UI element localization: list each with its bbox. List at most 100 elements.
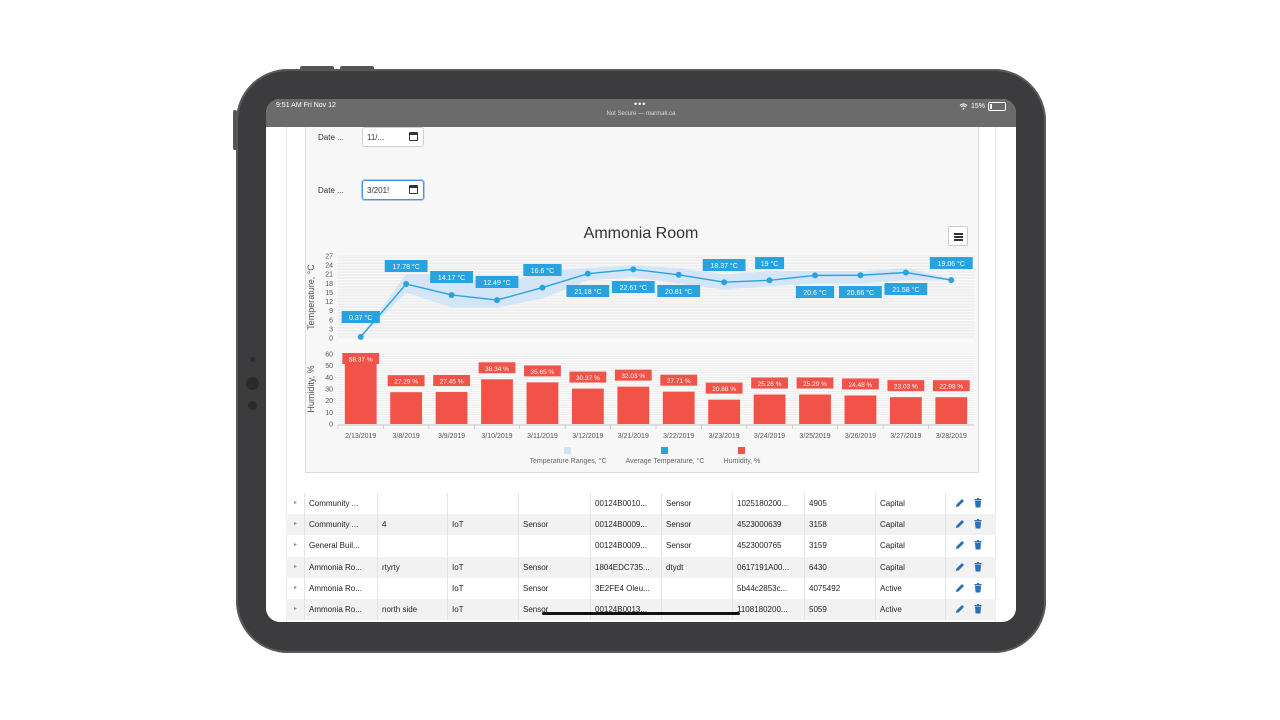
table-cell: 4523000765: [732, 535, 804, 557]
battery-icon: [988, 102, 1006, 111]
temperature-data-label-bg: [430, 271, 473, 283]
calendar-icon[interactable]: [409, 185, 418, 194]
table-cell: [447, 493, 518, 514]
table-cell: Active: [875, 577, 945, 599]
trash-icon[interactable]: [972, 603, 984, 615]
temperature-data-label: 17.78 °C: [392, 263, 419, 271]
x-tick-label: 3/10/2019: [481, 433, 512, 440]
pencil-icon[interactable]: [954, 518, 966, 530]
table-cell: Sensor: [661, 493, 732, 514]
table-cell: 6430: [804, 556, 875, 578]
humidity-bar: [708, 399, 741, 424]
table-cell: 3E2FE4 Oleu...: [590, 577, 661, 599]
temperature-point: [948, 277, 955, 284]
humidity-data-label-bg: [569, 371, 607, 383]
expand-row-icon[interactable]: ▸: [294, 521, 298, 528]
expand-row-icon[interactable]: ▸: [294, 584, 298, 591]
temperature-point: [357, 333, 364, 340]
divider: [286, 127, 287, 622]
table-cell: IoT: [447, 577, 518, 599]
pencil-icon[interactable]: [954, 497, 966, 509]
camera-lens: [246, 377, 259, 390]
temperature-point: [675, 271, 682, 278]
table-cell: [377, 493, 447, 514]
date-from-value: 11/...: [367, 133, 385, 142]
temperature-data-label-bg: [657, 285, 701, 297]
humidity-bar: [753, 394, 786, 424]
humidity-bar: [435, 391, 468, 424]
humidity-tick-label: 30: [325, 387, 333, 394]
table-cell: Capital: [875, 514, 945, 536]
pencil-icon[interactable]: [954, 582, 966, 594]
legend-entry: Humidity, %: [724, 458, 761, 465]
legend-swatch: [738, 447, 745, 454]
table-row[interactable]: ▸ General Buil... 00124B0009... Sensor 45230…: [286, 535, 996, 557]
table-cell: Sensor: [518, 599, 590, 620]
table-cell: Capital: [875, 493, 945, 514]
humidity-data-label: 30.37 %: [576, 375, 600, 382]
humidity-data-label: 25.26 %: [758, 381, 782, 388]
temperature-data-label: 20.66 °C: [847, 289, 874, 297]
table-cell: IoT: [447, 556, 518, 578]
home-indicator[interactable]: [542, 612, 740, 615]
trash-icon[interactable]: [972, 561, 984, 573]
table-cell: 00124B0010...: [590, 493, 661, 514]
trash-icon[interactable]: [972, 518, 984, 530]
humidity-tick-label: 10: [325, 410, 333, 417]
temperature-line: [360, 268, 952, 338]
humidity-data-label: 24.48 %: [848, 382, 872, 389]
table-cell: Sensor: [518, 577, 590, 599]
humidity-data-label-bg: [751, 377, 788, 389]
actions-cell: [945, 514, 996, 536]
trash-icon[interactable]: [972, 582, 984, 594]
pencil-icon[interactable]: [954, 539, 966, 551]
table-cell: General Buil...: [304, 535, 377, 557]
table-cell: Community ...: [304, 493, 377, 514]
x-tick-label: 3/23/2019: [709, 433, 740, 440]
table-row[interactable]: ▸ Ammonia Ro... north side IoT Sensor 00124B0…: [286, 599, 996, 620]
table-row[interactable]: ▸ Ammonia Ro... IoT Sensor 3E2FE4 Oleu... 5b4…: [286, 577, 996, 599]
expand-row-icon[interactable]: ▸: [294, 500, 298, 506]
date-from-input[interactable]: 11/...: [362, 127, 424, 147]
table-row[interactable]: ▸ Ammonia Ro... rtyrty IoT Sensor 1804EDC735.…: [286, 556, 996, 578]
table-cell: Active: [875, 599, 945, 620]
x-tick-label: 3/24/2019: [754, 433, 785, 440]
expand-row-icon[interactable]: ▸: [294, 542, 298, 549]
x-tick-label: 3/12/2019: [572, 433, 603, 440]
pencil-icon[interactable]: [954, 603, 966, 615]
expand-row-icon[interactable]: ▸: [294, 563, 298, 570]
expand-row-icon[interactable]: ▸: [294, 606, 298, 612]
hardware-button: [233, 110, 237, 150]
calendar-icon[interactable]: [409, 132, 418, 141]
pencil-icon[interactable]: [954, 561, 966, 573]
table-cell: 4075492: [804, 577, 875, 599]
trash-icon[interactable]: [972, 539, 984, 551]
table-row[interactable]: ▸ Community ... 4 IoT Sensor 00124B0009... Sen…: [286, 514, 996, 536]
temperature-point: [539, 284, 546, 291]
table-row[interactable]: ▸ Community ... 00124B0010... Sensor 1025180…: [286, 493, 996, 514]
table-cell: [377, 577, 447, 599]
table-cell: 00124B0009...: [590, 514, 661, 536]
temperature-point: [766, 277, 773, 284]
date-to-input[interactable]: 3/201!: [362, 180, 424, 200]
chart-menu-button[interactable]: [948, 226, 968, 246]
date-to-label: Date ...: [318, 186, 344, 195]
legend-entry: Temperature Ranges, °C: [529, 457, 606, 465]
temperature-tick-label: 6: [329, 317, 333, 324]
table-cell: IoT: [447, 599, 518, 620]
legend-swatch: [661, 447, 668, 454]
x-tick-label: 3/8/2019: [393, 433, 420, 440]
table-cell: Capital: [875, 556, 945, 578]
trash-icon[interactable]: [972, 497, 984, 509]
url-display[interactable]: Not Secure — marmak.ca: [606, 111, 676, 117]
table-cell: 00124B0013...: [590, 599, 661, 620]
x-tick-label: 3/28/2019: [936, 433, 967, 440]
status-time: 9:51 AM Fri Nov 12: [276, 102, 336, 109]
table-cell: 5b44c2853c...: [732, 577, 804, 599]
table-cell: 5059: [804, 599, 875, 620]
more-dots-icon[interactable]: •••: [634, 99, 647, 109]
table-cell: 1804EDC735...: [590, 556, 661, 578]
temperature-data-label-bg: [523, 264, 562, 276]
x-tick-label: 3/21/2019: [618, 433, 649, 440]
table-cell: 4523000639: [732, 514, 804, 536]
